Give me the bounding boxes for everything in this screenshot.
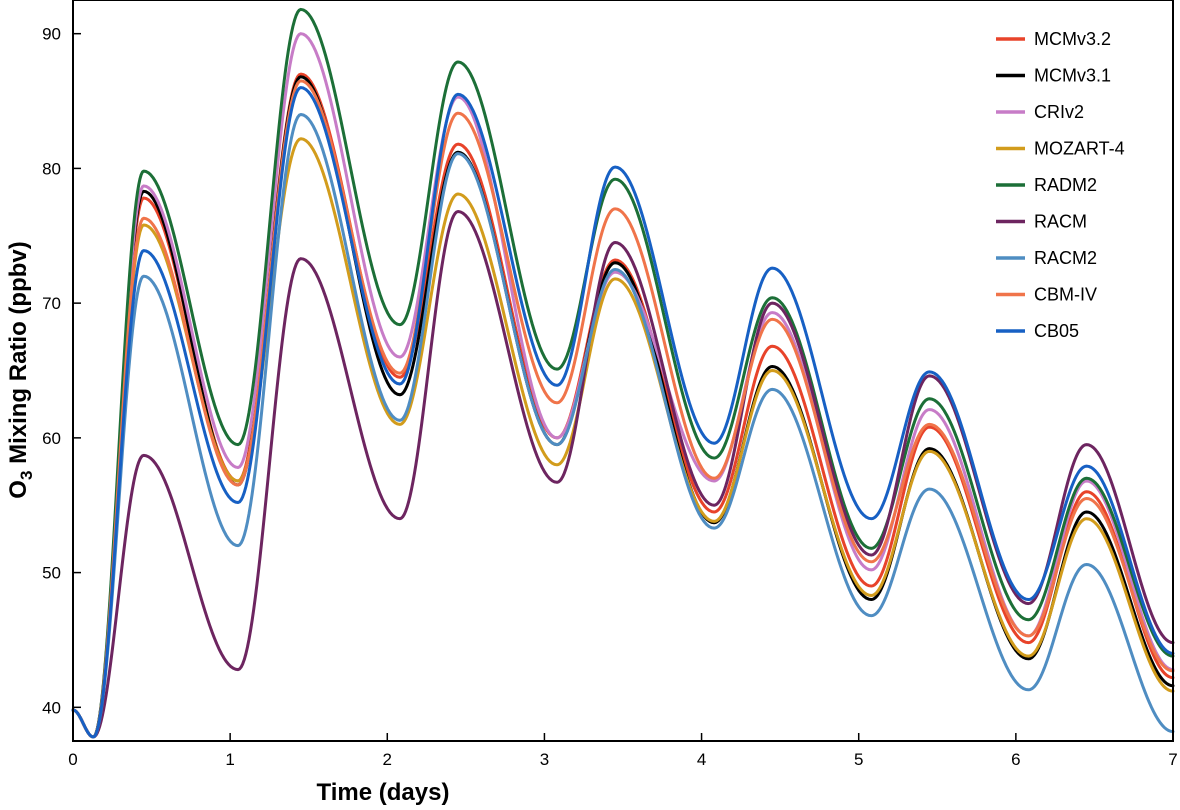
y-tick-label: 50 [42,564,61,583]
x-tick-label: 0 [68,750,77,769]
series-line-cb05 [71,86,1175,739]
y-axis-title: O3 Mixing Ratio (ppbv) [5,241,36,498]
legend-label-criv2: CRIv2 [1034,102,1084,122]
legend-label-mozart-4: MOZART-4 [1034,139,1125,159]
y-axis-title-rest: Mixing Ratio (ppbv) [5,241,32,470]
series-line-racm2 [71,113,1175,739]
series-layer [71,7,1175,739]
x-tick-label: 4 [697,750,706,769]
y-tick-label: 60 [42,429,61,448]
series-line-cbm-iv [71,79,1175,739]
y-axis-title-main: O [5,480,32,499]
y-tick-label: 80 [42,159,61,178]
legend-label-cbm-iv: CBM-IV [1034,285,1097,305]
x-tick-label: 3 [540,750,549,769]
x-axis: 0 1 2 3 4 5 6 7 [68,733,1178,769]
y-axis-title-subscript: 3 [17,471,36,480]
y-tick-label: 40 [42,698,61,717]
legend-label-racm: RACM [1034,212,1087,232]
x-tick-label: 5 [854,750,863,769]
y-axis: 40 50 60 70 80 90 [42,25,81,717]
plot-frame [72,0,1174,742]
legend-label-racm2: RACM2 [1034,248,1097,268]
legend-label-mcmv3-2: MCMv3.2 [1034,29,1111,49]
legend: MCMv3.2 MCMv3.1 CRIv2 MOZART-4 RADM2 RACM RACM… [996,29,1125,341]
x-tick-label: 7 [1168,750,1177,769]
legend-label-radm2: RADM2 [1034,175,1097,195]
y-tick-label: 70 [42,294,61,313]
legend-label-cb05: CB05 [1034,321,1079,341]
x-tick-label: 6 [1011,750,1020,769]
x-tick-label: 1 [225,750,234,769]
x-tick-label: 2 [383,750,392,769]
y-tick-label: 90 [42,25,61,44]
x-axis-title: Time (days) [317,779,450,806]
legend-label-mcmv3-1: MCMv3.1 [1034,66,1111,86]
